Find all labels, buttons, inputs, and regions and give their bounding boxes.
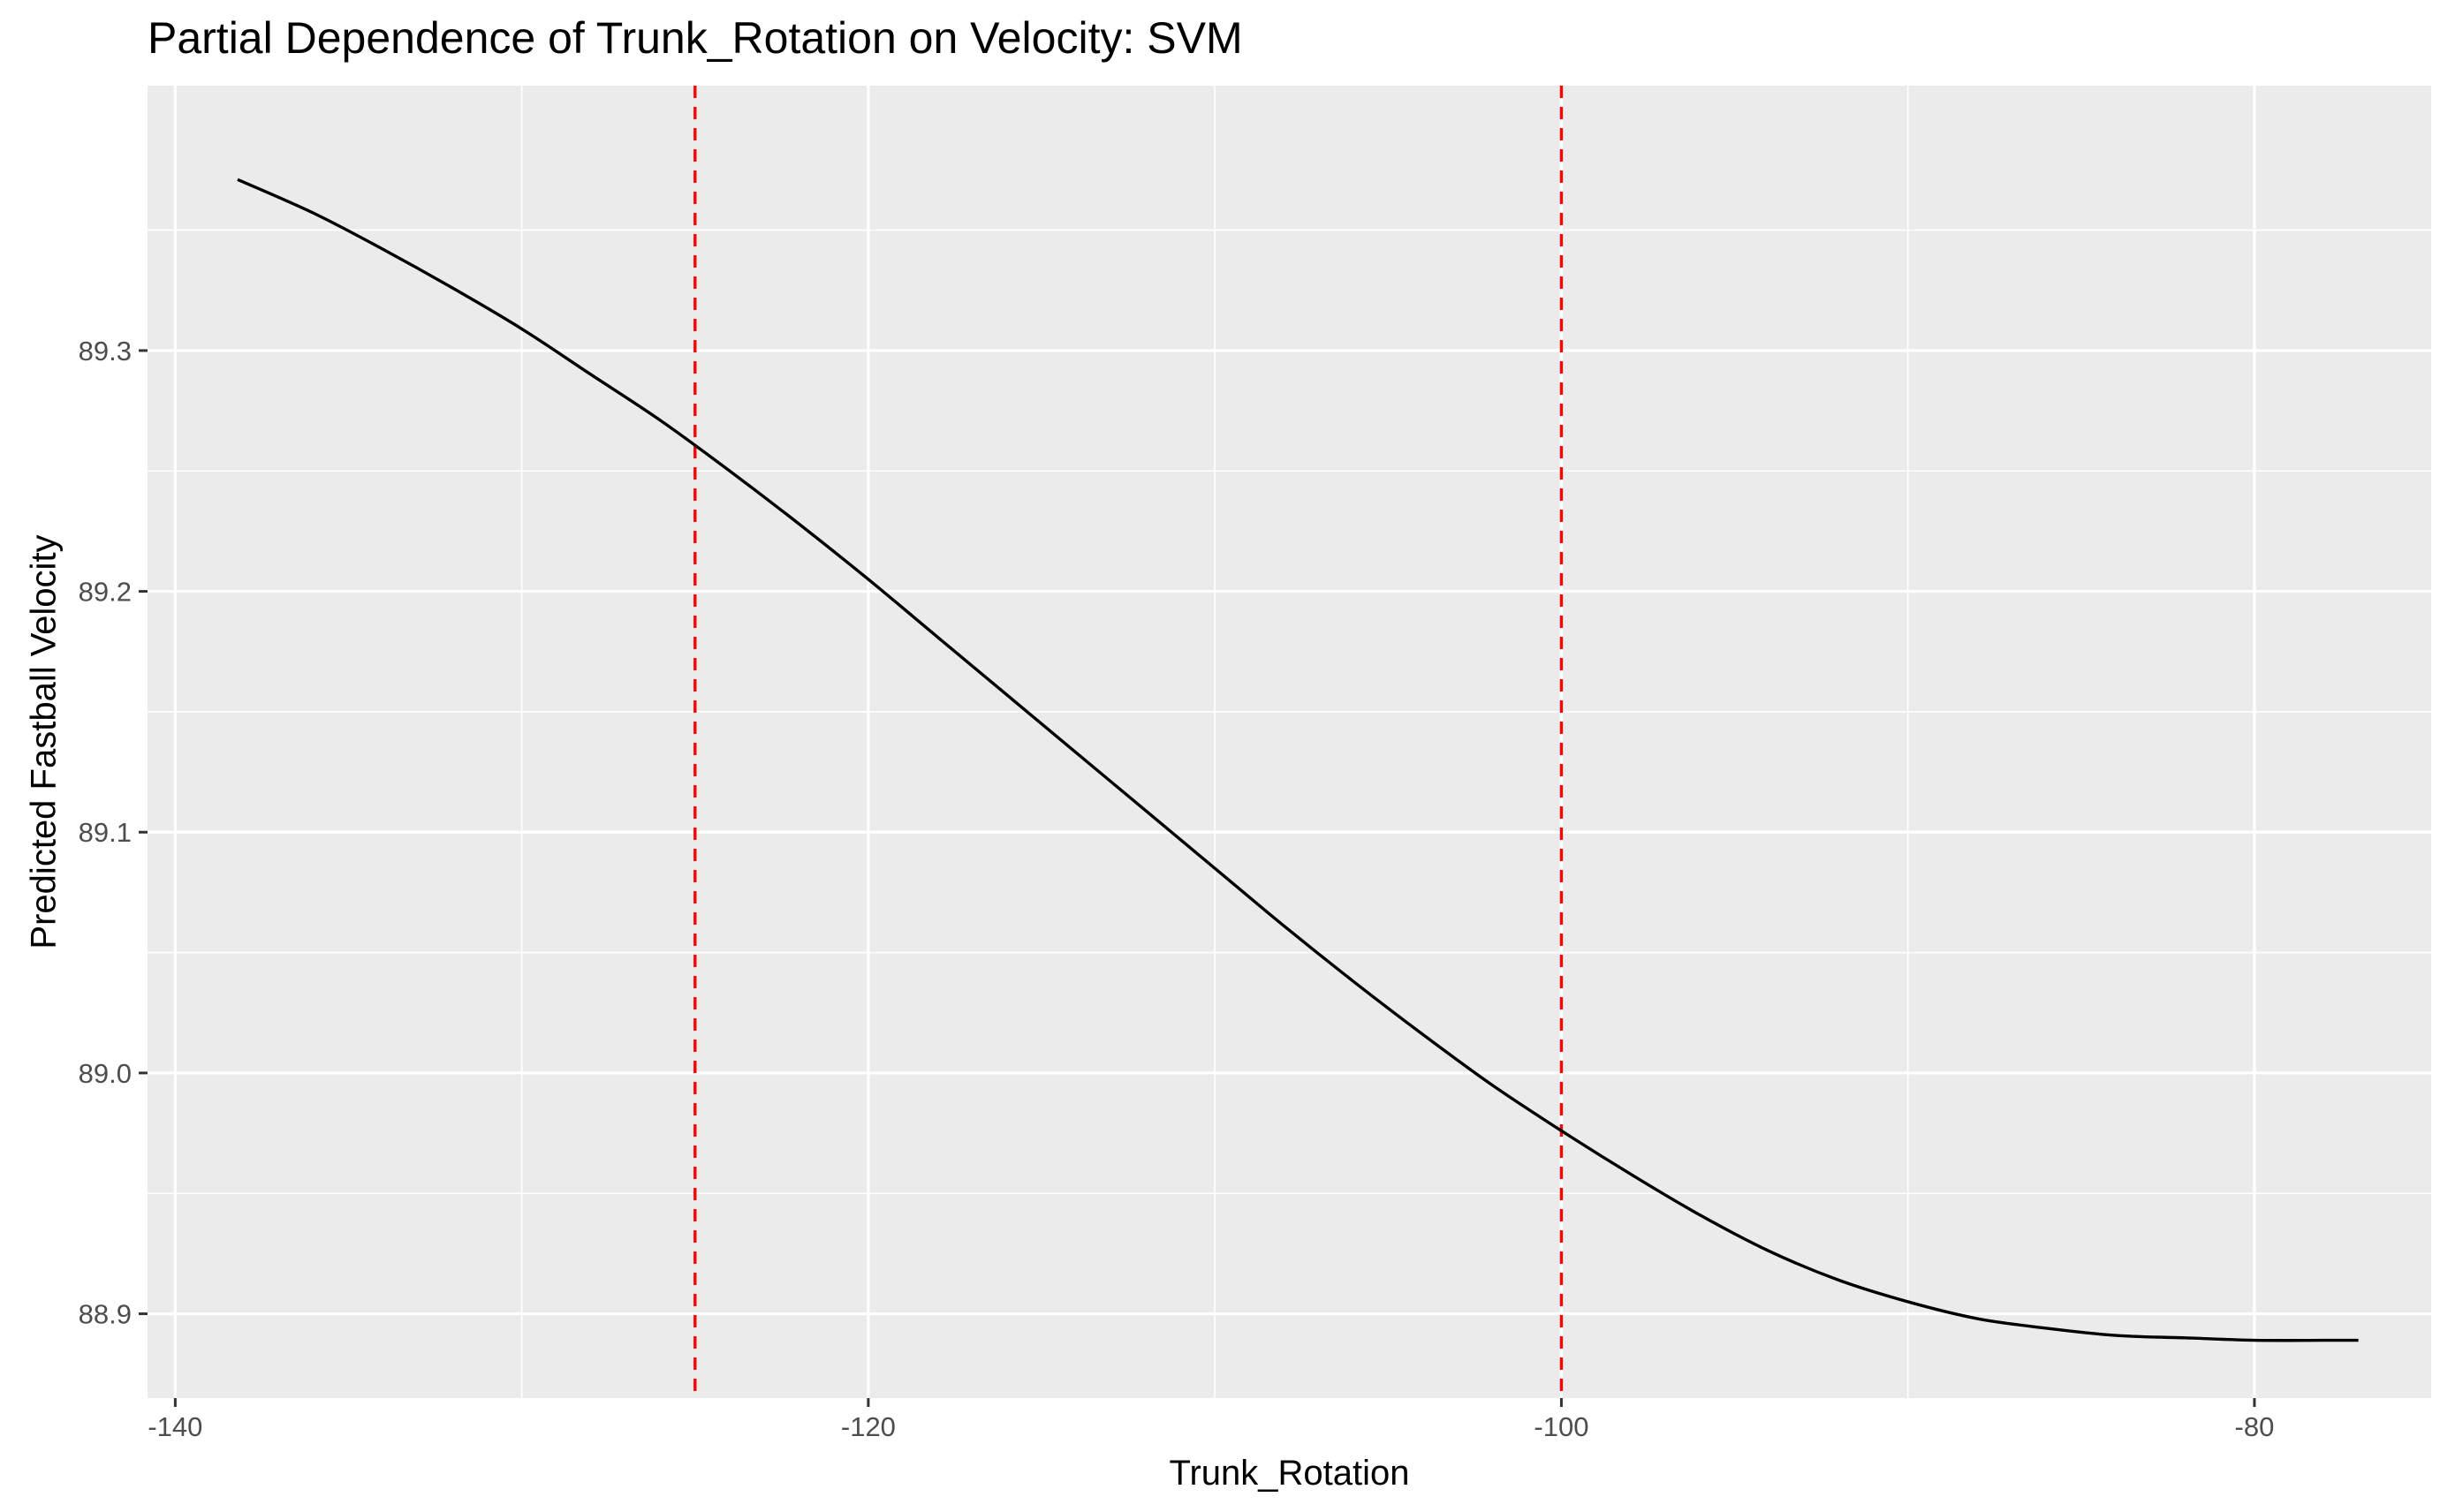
y-tick-label: 89.3 xyxy=(79,336,132,367)
y-tick-label: 88.9 xyxy=(79,1299,132,1330)
series-line xyxy=(237,178,2359,1342)
reference-lines xyxy=(693,86,1564,1398)
series-layer xyxy=(237,178,2359,1342)
x-axis-title: Trunk_Rotation xyxy=(1170,1454,1410,1493)
y-tick-label: 89.2 xyxy=(79,577,132,608)
x-tick-label: -100 xyxy=(1534,1411,1588,1442)
grid-minor xyxy=(148,86,2431,1398)
y-tick-label: 89.0 xyxy=(79,1058,132,1089)
x-tick-label: -120 xyxy=(841,1411,896,1442)
plot-panel xyxy=(148,86,2431,1398)
x-tick-label: -140 xyxy=(148,1411,202,1442)
chart-title: Partial Dependence of Trunk_Rotation on … xyxy=(148,13,1243,63)
y-axis: 88.9 89.0 89.1 89.2 89.3 xyxy=(79,336,148,1330)
y-axis-title: Predicted Fastball Velocity xyxy=(25,534,64,949)
x-tick-label: -80 xyxy=(2235,1411,2275,1442)
y-tick-label: 89.1 xyxy=(79,817,132,848)
x-axis: -140 -120 -100 -80 xyxy=(148,1398,2274,1442)
